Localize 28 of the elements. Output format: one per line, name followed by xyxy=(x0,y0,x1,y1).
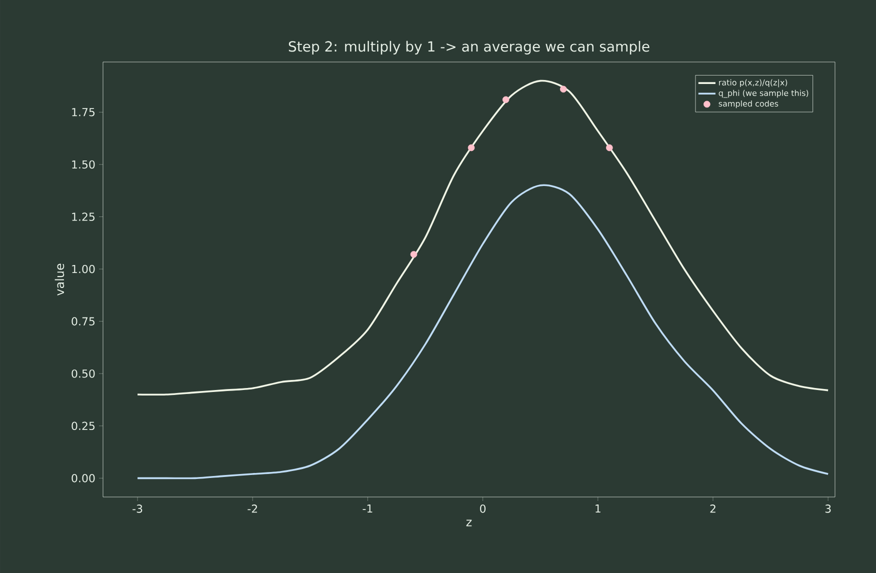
point xyxy=(560,86,567,93)
y-tick-label: 1.75 xyxy=(72,108,95,116)
x-tick-label: 3 xyxy=(825,504,831,513)
line-series xyxy=(136,184,829,480)
point xyxy=(410,250,418,258)
x-tick-label: 0 xyxy=(480,504,486,513)
x-tick-label: 2 xyxy=(710,504,716,513)
point xyxy=(468,144,475,152)
line-series xyxy=(136,80,829,396)
legend-label: q_phi (we sample this) xyxy=(718,90,808,98)
y-tick-label: 1.50 xyxy=(72,160,95,169)
y-axis-title: value xyxy=(54,264,64,296)
x-axis-title: z xyxy=(466,520,472,526)
legend-label: sampled codes xyxy=(718,100,778,108)
y-tick-label: 0.25 xyxy=(72,422,95,430)
x-tick-label: 1 xyxy=(596,504,600,513)
point xyxy=(606,144,613,152)
y-tick-label: 0.00 xyxy=(72,474,95,482)
x-tick-label: -1 xyxy=(362,504,372,513)
x-tick-label: -3 xyxy=(132,504,142,513)
legend-label: ratio p(x,z)/q(z|x) xyxy=(719,79,788,88)
y-tick-label: 1.25 xyxy=(72,212,95,221)
x-tick-label: -2 xyxy=(248,504,258,513)
y-tick-label: 0.50 xyxy=(72,369,95,378)
chart-title: Step 2: multiply by 1 -> an average we can sample xyxy=(288,40,650,54)
y-tick-label: 0.75 xyxy=(72,317,95,326)
y-tick-label: 1.00 xyxy=(72,264,95,274)
point xyxy=(502,96,510,104)
